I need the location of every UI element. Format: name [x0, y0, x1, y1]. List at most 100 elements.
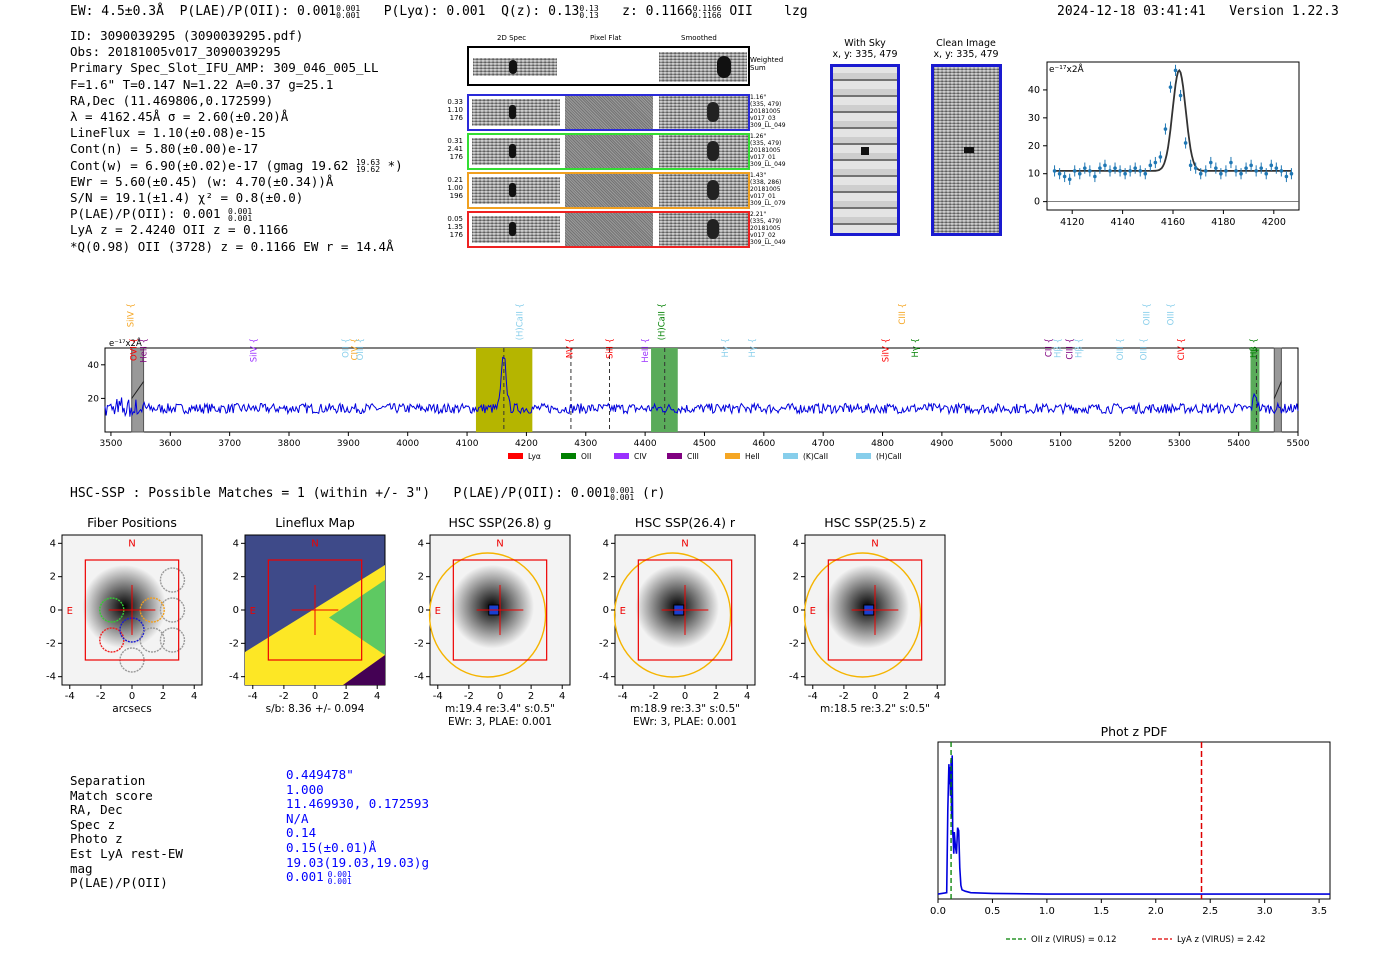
header-z-dn: 0.1166 [692, 10, 722, 20]
zoom-data-point [1143, 171, 1148, 176]
match-plae-frac: 0.001 0.001 [328, 870, 352, 885]
fiber-circle [139, 627, 165, 653]
cutout-row-frame [467, 94, 750, 131]
info-plae-text: P(LAE)/P(OII): 0.001 [70, 206, 221, 222]
match-value-text: 11.469930, 0.172593 [286, 796, 429, 812]
hsc-panel-xlabel: s/b: 8.36 +/- 0.094 [266, 703, 365, 715]
cutout-row-side-line: 309_LL_049 [750, 122, 786, 129]
weighted-sum-label: Weighted Sum [750, 56, 784, 72]
hsc-x-tick-label: -4 [433, 691, 443, 702]
zoom-y-tick-label: 30 [1028, 113, 1040, 124]
hsc-y-tick-label: 0 [50, 605, 56, 616]
zoom-data-point [1219, 171, 1223, 176]
cutout-row-side-line: 309_LL_049 [750, 239, 786, 246]
zoom-data-point [1214, 166, 1218, 170]
hsc-x-tick-label: 4 [744, 691, 750, 702]
info-plae: P(LAE)/P(OII): 0.001 0.001 0.001 [70, 206, 403, 222]
full-spectrum-chart: 3500 3600 3700 3800 3900 4000 4100 4200 4300 4400… [88, 303, 1310, 461]
spectrum-line-label: CIII { [898, 303, 908, 325]
cutout-row-side-line: (335, 479) [750, 101, 782, 108]
cutout-2d-image [472, 216, 560, 243]
hsc-north-label: N [128, 539, 135, 550]
clean-image-source [964, 147, 974, 153]
hsc-red-box [84, 559, 180, 661]
hsc-y-tick-label: -4 [229, 672, 239, 683]
cutout-row-num: 1.35 [447, 223, 463, 231]
spectrum-line-label: CIII { [1065, 338, 1075, 360]
cutout-2d-spot [509, 222, 516, 236]
spectrum-line-label: Hβ { [1249, 338, 1259, 358]
info-sn: S/N = 19.1(±1.4) χ² = 0.8(±0.0) [70, 190, 304, 206]
cutout-row-side-line: 20181005 [750, 225, 781, 232]
hsc-x-tick-label: -2 [649, 691, 659, 702]
cutout-2d-spot [509, 105, 516, 119]
zoom-data-point [1188, 163, 1193, 168]
cutout-row-nums: 0.05 1.35 176 [445, 215, 463, 239]
photz-legend-oii: OII z (VIRUS) = 0.12 [1031, 935, 1117, 945]
hsc-y-tick-label: 2 [418, 572, 424, 583]
cutout-row-nums: 0.31 2.41 176 [445, 137, 463, 161]
zoom-data-point [1118, 169, 1122, 173]
zoom-data-point [1173, 68, 1178, 73]
cutout-smooth-spot [707, 102, 719, 122]
zoom-data-point [1088, 169, 1092, 173]
zoom-data-point [1284, 174, 1289, 179]
fiber-circle [159, 567, 186, 593]
hsc-y-tick-label: -4 [599, 672, 609, 683]
cutout-col-flat: Pixel Flat [590, 34, 622, 42]
photz-x-tick-label: 3.0 [1257, 906, 1273, 917]
cutout-2d-image [472, 177, 560, 204]
match-values: 0.449478" 1.000 11.469930, 0.172593 N/A 0.14… [286, 767, 429, 885]
match-value-text: 0.449478" [286, 767, 354, 782]
cutout-row-side-line: (338, 286) [750, 179, 782, 186]
info-ewr: EWr = 5.60(±0.45) (w: 4.70(±0.34))Å [70, 173, 334, 189]
zoom-data-point [1193, 166, 1198, 170]
zoom-plot-frame [1046, 61, 1300, 211]
match-value: N/A [286, 811, 429, 827]
hsc-y-tick-label: -2 [789, 638, 799, 649]
zoom-data-point [1274, 166, 1279, 170]
match-label: Match score [70, 787, 153, 803]
cutout-row-side: 2.21" (335, 479) 20181005 v017_02 309_LL_049 [750, 211, 786, 246]
hsc-panel-xlabel: m:18.5 re:3.2" s:0.5" [820, 703, 930, 715]
photz-x-tick-label: 2.5 [1202, 906, 1218, 917]
hsc-aperture-ellipse [613, 552, 732, 678]
with-sky-label: With Sky [844, 38, 886, 49]
spectrum-x-tick-label: 4400 [634, 439, 657, 449]
hsc-y-tick-label: -2 [599, 638, 609, 649]
spectrum-legend-swatch [508, 453, 523, 459]
hsc-x-tick-label: 4 [559, 691, 565, 702]
hsc-x-tick-label: 2 [903, 691, 909, 702]
header-qz-up: 0.13 [579, 3, 599, 13]
cutout-row-num: 2.41 [447, 145, 463, 153]
header-plae-frac: 0.001 0.001 [336, 4, 361, 20]
photz-legend-lya: LyA z (VIRUS) = 2.42 [1177, 935, 1266, 945]
zoom-data-point [1077, 171, 1082, 176]
match-label: Separation [70, 773, 146, 788]
zoom-x-tick-label: 4120 [1060, 217, 1084, 228]
spectrum-line-label: NV { [566, 338, 576, 358]
cutout-col-smooth: Smoothed [681, 34, 717, 42]
spectrum-line-label: CII { [1045, 338, 1055, 357]
with-sky-source [861, 147, 869, 155]
header-plya: P(Lyα): 0.001 [383, 4, 486, 19]
spectrum-x-tick-label: 4500 [693, 439, 716, 449]
spectrum-line [104, 356, 1299, 418]
fiber-circle [159, 627, 186, 653]
hsc-panel-title: Fiber Positions [87, 515, 177, 530]
hsc-x-tick-label: 2 [343, 691, 349, 702]
spectrum-x-tick-label: 4800 [871, 439, 894, 449]
hsc-panel-title: HSC SSP(26.8) g [449, 515, 552, 530]
match-label: mag [70, 860, 93, 876]
with-sky-image [830, 64, 900, 236]
zoom-data-point [1113, 166, 1117, 170]
zoom-data-point [1098, 166, 1102, 170]
zoom-data-point [1259, 166, 1263, 170]
zoom-x-tick-label: 4160 [1161, 217, 1185, 228]
photz-x-tick-label: 3.5 [1311, 906, 1327, 917]
hsc-panel-title: HSC SSP(26.4) r [635, 515, 736, 530]
hsc-x-tick-label: 0 [312, 691, 318, 702]
spectrum-x-tick-label: 4600 [752, 439, 775, 449]
header-plae-dn: 0.001 [336, 10, 361, 20]
spectrum-masked-hatch [1273, 381, 1282, 399]
